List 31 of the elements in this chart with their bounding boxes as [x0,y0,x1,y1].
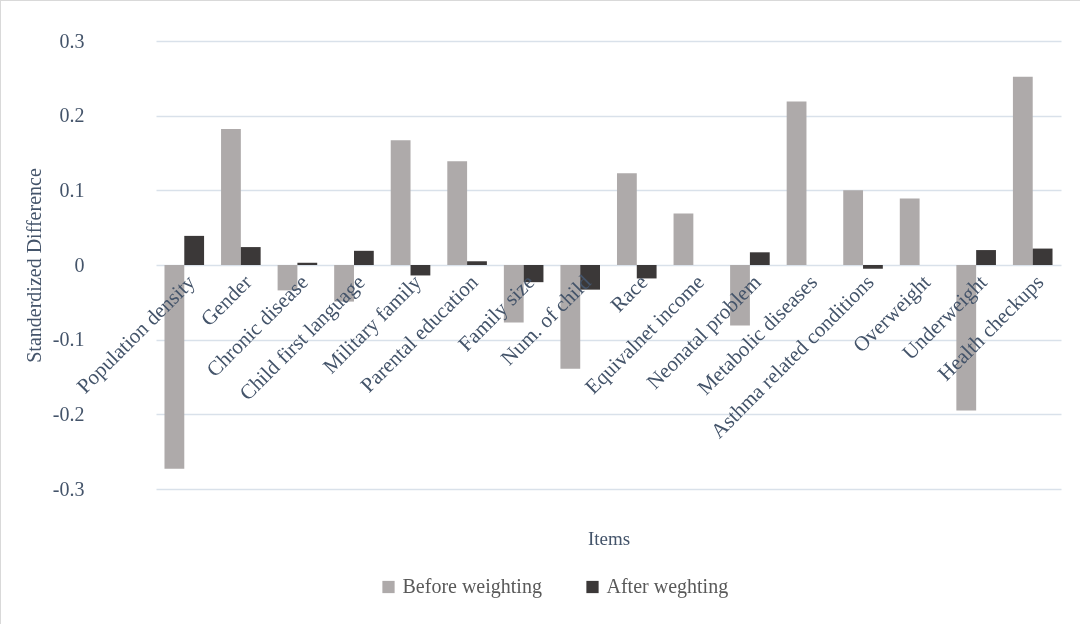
bar [1032,248,1053,265]
legend-label: After weghting [606,575,729,598]
bar [390,140,411,265]
bar [673,213,694,265]
y-tick-label: 0.1 [59,178,85,201]
x-axis-title: Items [587,527,631,549]
bar [616,173,637,265]
bar [976,250,996,265]
bar [297,262,318,265]
bar [863,265,883,269]
y-tick-label: -0.2 [52,402,85,425]
bar [749,252,770,265]
bar [843,190,864,265]
y-tick-label: 0 [74,253,85,276]
bar [899,198,920,265]
y-axis-title: Standerdized Difference [22,168,45,363]
y-tick-label: 0.2 [59,104,85,127]
x-tick-label: Race [605,270,653,317]
bar [786,101,807,265]
bar [410,265,431,276]
bar [353,250,374,265]
bar [240,247,261,265]
bar [1012,76,1033,265]
bar [447,161,468,265]
bar [184,235,205,265]
bar [221,129,241,265]
y-tick-label: -0.3 [52,477,85,500]
legend-label: Before weighting [402,575,542,598]
bar [467,261,487,265]
bar [636,265,657,279]
y-tick-label: 0.3 [59,29,85,52]
